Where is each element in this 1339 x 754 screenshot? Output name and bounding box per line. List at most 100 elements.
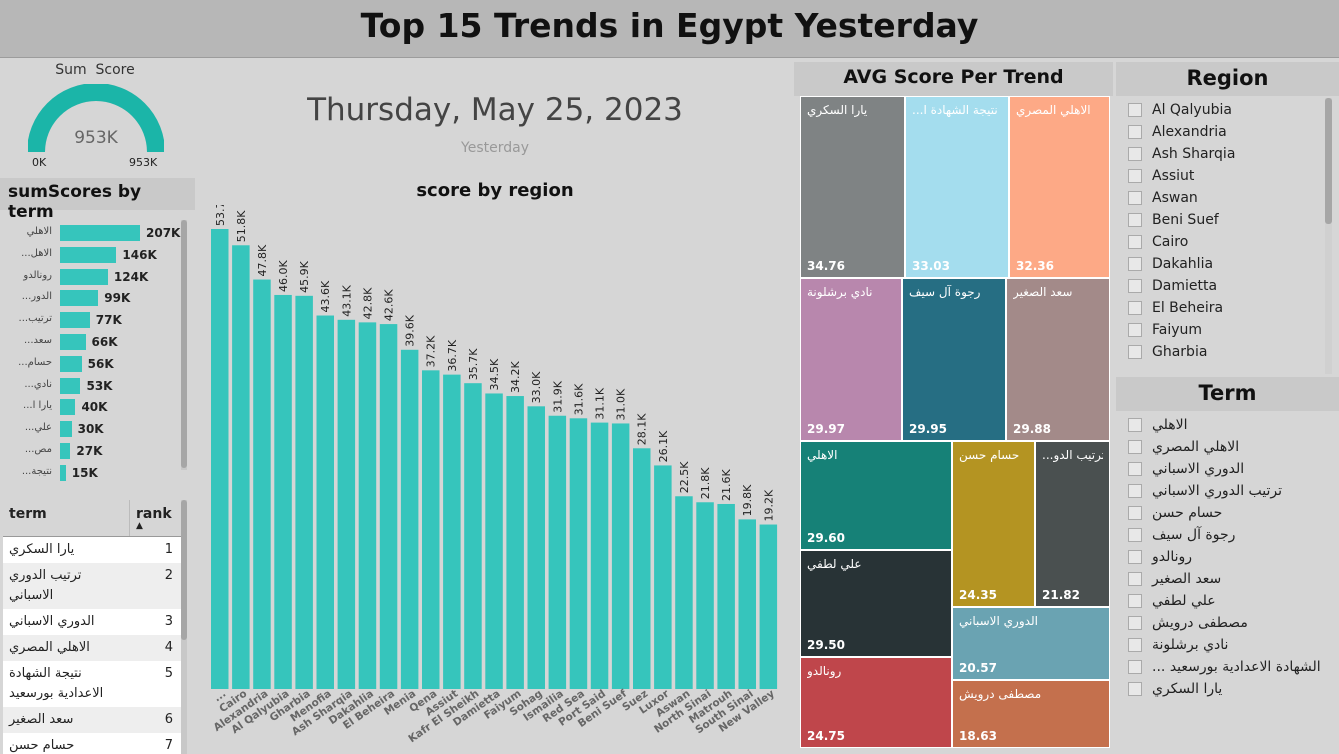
checkbox-icon[interactable] xyxy=(1128,462,1142,476)
region-bar[interactable] xyxy=(211,229,229,689)
region-bar[interactable] xyxy=(738,519,757,689)
region-bar[interactable] xyxy=(464,383,482,689)
table-row[interactable]: الدوري الاسباني 3 xyxy=(3,609,181,635)
region-bar[interactable] xyxy=(253,279,271,689)
term-bar[interactable] xyxy=(60,443,71,459)
checkbox-icon[interactable] xyxy=(1128,323,1142,337)
checkbox-icon[interactable] xyxy=(1128,528,1142,542)
treemap-cell[interactable]: حسام حسن 24.35 xyxy=(952,441,1035,607)
col-rank-header[interactable]: rank ▲ xyxy=(129,500,181,536)
checkbox-icon[interactable] xyxy=(1128,257,1142,271)
region-slicer-item[interactable]: El Beheira xyxy=(1128,297,1323,319)
checkbox-icon[interactable] xyxy=(1128,660,1142,674)
term-bar[interactable] xyxy=(60,421,72,438)
rank-table-scrollbar[interactable] xyxy=(181,500,187,754)
region-slicer-item[interactable]: Al Qalyubia xyxy=(1128,99,1323,121)
checkbox-icon[interactable] xyxy=(1128,418,1142,432)
checkbox-icon[interactable] xyxy=(1128,147,1142,161)
checkbox-icon[interactable] xyxy=(1128,506,1142,520)
checkbox-icon[interactable] xyxy=(1128,594,1142,608)
term-bar[interactable] xyxy=(60,290,99,307)
term-slicer-item[interactable]: علي لطفي xyxy=(1128,590,1339,612)
region-bar[interactable] xyxy=(274,294,292,689)
checkbox-icon[interactable] xyxy=(1128,616,1142,630)
region-bar[interactable] xyxy=(611,423,630,689)
term-slicer-item[interactable]: الاهلي المصري xyxy=(1128,436,1339,458)
checkbox-icon[interactable] xyxy=(1128,191,1142,205)
region-bar[interactable] xyxy=(569,418,588,689)
region-slicer-item[interactable]: Alexandria xyxy=(1128,121,1323,143)
term-slicer-item[interactable]: الاهلي xyxy=(1128,414,1339,436)
term-bar[interactable] xyxy=(60,312,90,329)
term-slicer-item[interactable]: ترتيب الدوري الاسباني xyxy=(1128,480,1339,502)
table-row[interactable]: حسام حسن 7 xyxy=(3,733,181,754)
term-bar[interactable] xyxy=(60,246,117,263)
checkbox-icon[interactable] xyxy=(1128,213,1142,227)
term-bar[interactable] xyxy=(60,377,81,394)
treemap-cell[interactable]: علي لطفي 29.50 xyxy=(800,550,952,657)
treemap-cell[interactable]: الاهلي 29.60 xyxy=(800,441,952,550)
checkbox-icon[interactable] xyxy=(1128,279,1142,293)
treemap-cell[interactable]: مصطفى درويش 18.63 xyxy=(952,680,1110,748)
checkbox-icon[interactable] xyxy=(1128,638,1142,652)
term-slicer-item[interactable]: نادي برشلونة xyxy=(1128,634,1339,656)
region-bar[interactable] xyxy=(717,503,735,689)
term-bar[interactable] xyxy=(60,334,86,350)
region-bar[interactable] xyxy=(633,448,651,689)
sum-scores-scrollbar[interactable] xyxy=(181,220,187,470)
checkbox-icon[interactable] xyxy=(1128,345,1142,359)
region-bar[interactable] xyxy=(358,322,377,689)
treemap-cell[interactable]: الدوري الاسباني 20.57 xyxy=(952,607,1110,680)
region-bar[interactable] xyxy=(675,496,693,689)
region-slicer-item[interactable]: Beni Suef xyxy=(1128,209,1323,231)
treemap-cell[interactable]: رجوة آل سيف 29.95 xyxy=(902,278,1006,441)
region-bar[interactable] xyxy=(316,315,335,689)
region-bar[interactable] xyxy=(422,370,440,689)
term-bar[interactable] xyxy=(60,464,66,481)
treemap-cell[interactable]: ...ترتيب الدو 21.82 xyxy=(1035,441,1110,607)
region-bar[interactable] xyxy=(485,393,503,689)
term-bar[interactable] xyxy=(60,225,140,241)
table-row[interactable]: ترتيب الدوري الاسباني 2 xyxy=(3,563,181,609)
term-slicer-item[interactable]: مصطفى درويش xyxy=(1128,612,1339,634)
region-slicer-item[interactable]: Cairo xyxy=(1128,231,1323,253)
region-bar[interactable] xyxy=(506,396,524,689)
region-bar[interactable] xyxy=(590,422,609,689)
term-slicer-item[interactable]: يارا السكري xyxy=(1128,678,1339,700)
region-bar[interactable] xyxy=(337,319,356,689)
table-row[interactable]: الاهلي المصري 4 xyxy=(3,635,181,661)
region-bar[interactable] xyxy=(759,524,778,689)
term-slicer-item[interactable]: سعد الصغير xyxy=(1128,568,1339,590)
checkbox-icon[interactable] xyxy=(1128,550,1142,564)
checkbox-icon[interactable] xyxy=(1128,484,1142,498)
table-row[interactable]: نتيجة الشهادة الاعدادية بورسعيد 5 xyxy=(3,661,181,707)
region-bar[interactable] xyxy=(548,415,567,689)
table-row[interactable]: يارا السكري 1 xyxy=(3,537,181,563)
checkbox-icon[interactable] xyxy=(1128,103,1142,117)
table-row[interactable]: سعد الصغير 6 xyxy=(3,707,181,733)
region-bar[interactable] xyxy=(295,295,313,689)
region-scrollbar[interactable] xyxy=(1325,98,1332,374)
region-slicer-item[interactable]: Gharbia xyxy=(1128,341,1323,363)
region-bar[interactable] xyxy=(379,324,398,689)
region-bar[interactable] xyxy=(232,245,250,689)
region-slicer-item[interactable]: Assiut xyxy=(1128,165,1323,187)
region-bar[interactable] xyxy=(400,349,419,689)
checkbox-icon[interactable] xyxy=(1128,169,1142,183)
term-slicer-item[interactable]: رجوة آل سيف xyxy=(1128,524,1339,546)
treemap-cell[interactable]: يارا السكري 34.76 xyxy=(800,96,905,278)
checkbox-icon[interactable] xyxy=(1128,572,1142,586)
term-bar[interactable] xyxy=(60,399,76,416)
treemap-cell[interactable]: سعد الصغير 29.88 xyxy=(1006,278,1110,441)
region-slicer-item[interactable]: Damietta xyxy=(1128,275,1323,297)
checkbox-icon[interactable] xyxy=(1128,235,1142,249)
term-slicer-item[interactable]: ... الشهادة الاعدادية بورسعيد xyxy=(1128,656,1339,678)
col-term-header[interactable]: term xyxy=(9,506,47,522)
treemap-cell[interactable]: نادي برشلونة 29.97 xyxy=(800,278,902,441)
region-slicer-item[interactable]: Dakahlia xyxy=(1128,253,1323,275)
region-bar[interactable] xyxy=(654,465,672,689)
term-slicer-item[interactable]: رونالدو xyxy=(1128,546,1339,568)
region-bar[interactable] xyxy=(696,502,714,689)
region-slicer-item[interactable]: Ash Sharqia xyxy=(1128,143,1323,165)
treemap-cell[interactable]: الاهلي المصري 32.36 xyxy=(1009,96,1110,278)
